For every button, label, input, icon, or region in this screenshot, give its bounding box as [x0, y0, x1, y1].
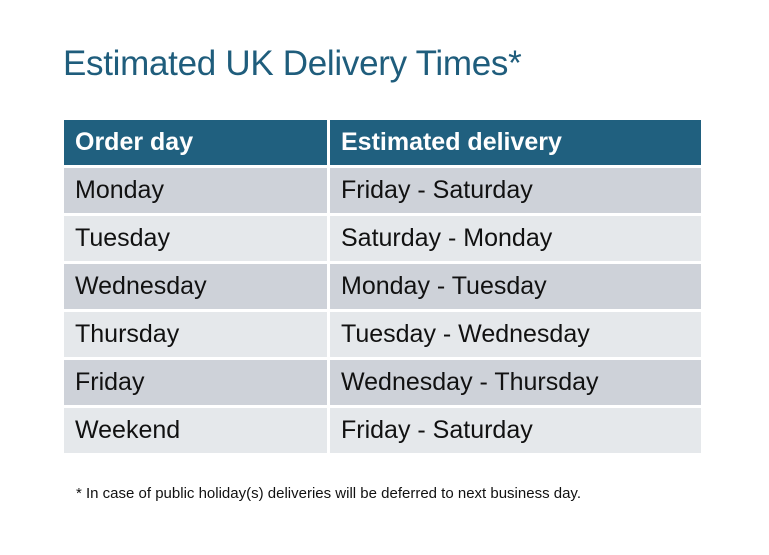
table-row: Weekend Friday - Saturday [64, 408, 701, 453]
order-day-cell: Wednesday [64, 264, 327, 309]
delivery-cell: Friday - Saturday [330, 408, 701, 453]
delivery-table: Order day Estimated delivery Monday Frid… [64, 120, 701, 456]
table-header-row: Order day Estimated delivery [64, 120, 701, 165]
footnote: * In case of public holiday(s) deliverie… [76, 485, 581, 502]
table-row: Monday Friday - Saturday [64, 168, 701, 213]
order-day-cell: Friday [64, 360, 327, 405]
table-row: Tuesday Saturday - Monday [64, 216, 701, 261]
delivery-cell: Friday - Saturday [330, 168, 701, 213]
delivery-cell: Monday - Tuesday [330, 264, 701, 309]
table-row: Thursday Tuesday - Wednesday [64, 312, 701, 357]
table-row: Friday Wednesday - Thursday [64, 360, 701, 405]
header-order-day: Order day [64, 120, 327, 165]
order-day-cell: Tuesday [64, 216, 327, 261]
header-estimated-delivery: Estimated delivery [330, 120, 701, 165]
page-title: Estimated UK Delivery Times* [63, 44, 522, 83]
order-day-cell: Weekend [64, 408, 327, 453]
order-day-cell: Monday [64, 168, 327, 213]
table-row: Wednesday Monday - Tuesday [64, 264, 701, 309]
order-day-cell: Thursday [64, 312, 327, 357]
delivery-cell: Wednesday - Thursday [330, 360, 701, 405]
delivery-cell: Tuesday - Wednesday [330, 312, 701, 357]
delivery-cell: Saturday - Monday [330, 216, 701, 261]
